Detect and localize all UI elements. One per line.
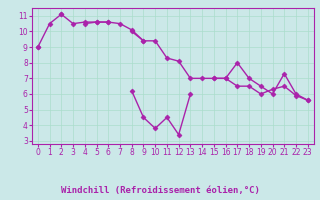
Text: Windchill (Refroidissement éolien,°C): Windchill (Refroidissement éolien,°C) <box>60 186 260 194</box>
